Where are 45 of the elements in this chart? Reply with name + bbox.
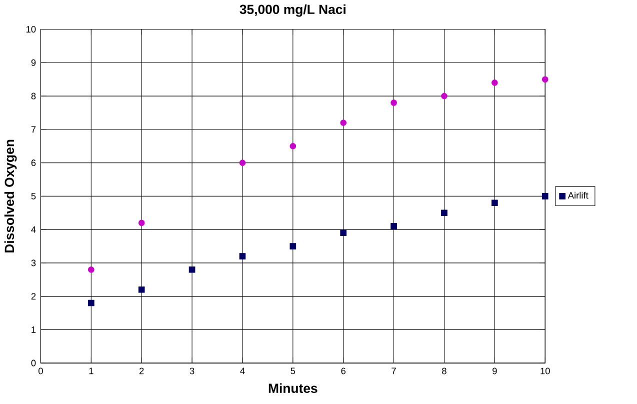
point <box>138 220 145 226</box>
point <box>239 159 246 166</box>
x-tick-label: 5 <box>290 368 296 374</box>
y-tick-label: 5 <box>31 192 36 200</box>
y-tick-label: 2 <box>31 292 36 300</box>
point <box>239 252 246 260</box>
y-tick-label: 9 <box>31 59 36 66</box>
x-tick-label: 7 <box>392 368 396 374</box>
x-axis-title: Minutes <box>268 383 318 393</box>
x-tick-label: 0 <box>38 368 43 374</box>
y-tick-label: 8 <box>31 92 36 100</box>
chart-title: 35,000 mg/L Naci <box>240 4 346 17</box>
x-tick-label: 9 <box>492 368 497 374</box>
point <box>290 242 296 250</box>
y-tick-label: 4 <box>31 226 36 233</box>
y-tick-label: 3 <box>31 260 36 266</box>
point <box>441 92 448 100</box>
x-tick-label: 1 <box>89 368 94 374</box>
x-tick-label: 3 <box>190 368 194 374</box>
point <box>492 79 498 86</box>
y-tick-label: 1 <box>32 326 36 333</box>
point <box>188 266 196 273</box>
y-tick-label: 7 <box>31 126 36 132</box>
y-tick-label: 6 <box>31 159 36 166</box>
x-tick-label: 10 <box>540 368 550 374</box>
y-tick-label: 10 <box>26 26 36 32</box>
point <box>441 210 448 216</box>
point <box>542 192 548 200</box>
point <box>542 76 548 82</box>
point <box>138 286 145 293</box>
legend-label: Airlift <box>568 192 588 198</box>
x-tick-label: 8 <box>442 368 446 374</box>
point <box>390 222 397 230</box>
x-tick-label: 6 <box>341 368 346 374</box>
point <box>340 119 347 126</box>
point <box>88 266 94 273</box>
point <box>390 99 397 106</box>
y-axis-title: Dissolved Oxygen <box>4 140 17 252</box>
point <box>492 200 498 206</box>
x-tick-label: 2 <box>139 368 144 374</box>
point <box>340 230 347 236</box>
point <box>290 142 296 150</box>
y-tick-label: 0 <box>31 360 36 366</box>
point <box>88 300 94 306</box>
x-tick-label: 4 <box>240 368 245 374</box>
